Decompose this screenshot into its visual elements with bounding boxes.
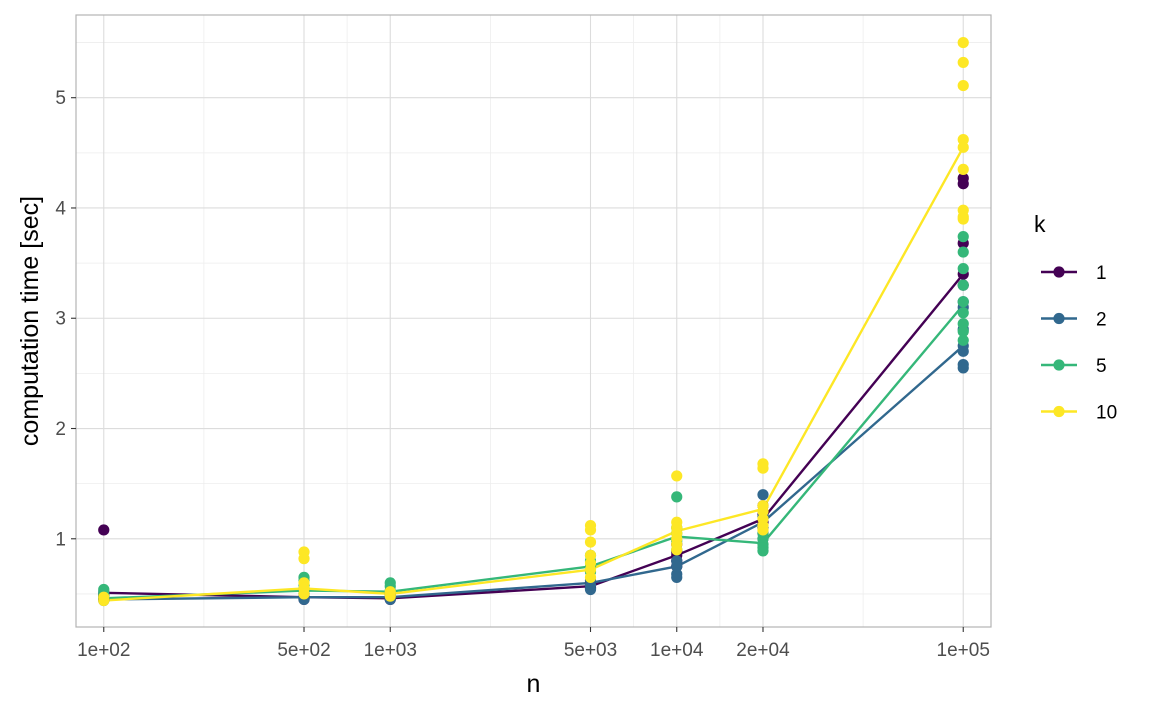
point-k5 (957, 307, 969, 319)
point-k5 (671, 491, 683, 503)
point-k2 (671, 571, 683, 583)
point-k5 (957, 334, 969, 346)
x-axis-title: n (527, 670, 541, 698)
legend-label: 10 (1096, 403, 1117, 424)
y-axis-title: computation time [sec] (16, 196, 44, 446)
legend: k 1 2 5 10 (1034, 211, 1117, 424)
point-k10 (957, 141, 969, 153)
point-k10 (757, 462, 769, 474)
point-k10 (584, 524, 597, 536)
legend-items: 1 2 5 10 (1041, 263, 1117, 424)
legend-key-point (1053, 312, 1065, 325)
point-k2 (671, 560, 683, 572)
y-tick-label: 5 (55, 88, 66, 109)
point-k10 (757, 524, 769, 536)
point-k10 (957, 213, 969, 225)
point-k10 (584, 571, 597, 583)
minor-gridlines (76, 15, 991, 627)
legend-item-k1: 1 (1041, 263, 1107, 284)
legend-title: k (1034, 211, 1046, 237)
legend-item-k2: 2 (1041, 310, 1107, 331)
x-axis: 1e+02 5e+02 1e+03 5e+03 1e+04 2e+04 1e+05 (77, 627, 990, 661)
y-axis: 1 2 3 4 5 (55, 88, 76, 550)
point-k10 (384, 590, 396, 602)
point-k10 (298, 588, 310, 600)
point-k2 (957, 362, 969, 374)
point-k10 (957, 79, 969, 92)
point-k10 (584, 549, 597, 561)
legend-key-point (1053, 266, 1065, 278)
legend-label: 2 (1096, 310, 1107, 331)
point-k5 (957, 325, 969, 338)
legend-item-k10: 10 (1041, 403, 1117, 424)
plot-panel-border (75, 14, 992, 628)
point-k10 (957, 56, 969, 69)
point-k5 (957, 318, 969, 330)
point-k5 (957, 246, 969, 258)
x-tick-label: 5e+03 (564, 640, 617, 661)
point-k1 (957, 178, 969, 190)
point-k5 (957, 231, 969, 243)
point-k5 (957, 296, 969, 308)
point-k5 (957, 279, 969, 291)
x-tick-label: 1e+04 (650, 640, 704, 661)
y-tick-label: 3 (55, 309, 66, 330)
y-tick-label: 1 (55, 529, 66, 550)
point-k10 (298, 553, 310, 565)
point-k2 (957, 345, 969, 357)
x-tick-label: 5e+02 (277, 640, 330, 661)
y-tick-label: 2 (55, 419, 66, 440)
data-points (98, 36, 969, 607)
point-k10 (957, 163, 969, 175)
point-k10 (584, 564, 597, 576)
legend-item-k5: 5 (1041, 356, 1107, 377)
point-k10 (757, 505, 769, 517)
y-tick-label: 4 (55, 198, 66, 219)
legend-key-point (1053, 359, 1065, 371)
point-k2 (757, 489, 769, 501)
legend-label: 5 (1096, 356, 1107, 377)
legend-label: 1 (1096, 263, 1107, 284)
point-k10 (98, 594, 110, 607)
x-tick-label: 1e+02 (77, 640, 130, 661)
point-k10 (957, 134, 969, 146)
legend-key-point (1053, 405, 1065, 418)
point-k1 (98, 524, 110, 536)
point-k5 (757, 545, 769, 557)
x-tick-label: 1e+05 (937, 640, 990, 661)
point-k10 (957, 36, 969, 49)
point-k2 (584, 583, 597, 596)
point-k10 (584, 536, 597, 548)
x-tick-label: 1e+03 (364, 640, 417, 661)
point-k10 (671, 544, 683, 556)
point-k5 (957, 263, 969, 275)
point-k10 (671, 470, 683, 482)
x-tick-label: 2e+04 (736, 640, 790, 661)
